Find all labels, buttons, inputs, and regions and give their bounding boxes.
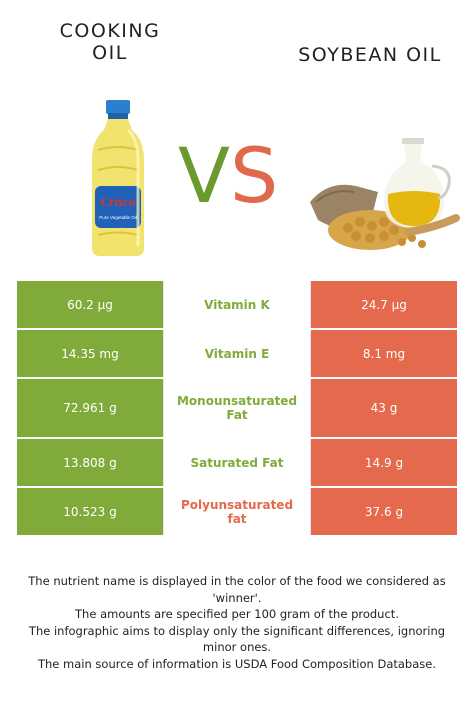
- nutrient-name: Saturated Fat: [163, 438, 311, 488]
- soybean-oil-image: [310, 138, 460, 250]
- bottle-label-text: Pure Vegetable Oil: [99, 215, 137, 220]
- left-title: COOKING OIL: [40, 20, 180, 64]
- cooking-oil-value: 13.808 g: [17, 438, 164, 488]
- nutrient-name: Monounsaturated Fat: [163, 378, 311, 439]
- footer-line: The nutrient name is displayed in the co…: [28, 574, 446, 605]
- nutrient-name: Polyunsaturated fat: [163, 487, 311, 537]
- table-row: 60.2 µg Vitamin K 24.7 µg: [17, 281, 457, 330]
- soybean-oil-value: 8.1 mg: [310, 329, 457, 379]
- footer-line: The main source of information is USDA F…: [37, 656, 436, 671]
- table-row: 13.808 g Saturated Fat 14.9 g: [17, 438, 457, 488]
- nutrient-name: Vitamin E: [163, 329, 311, 379]
- cooking-oil-value: 10.523 g: [17, 487, 164, 537]
- table-row: 72.961 g Monounsaturated Fat 43 g: [17, 378, 457, 439]
- bottle-cap: [106, 100, 130, 114]
- cooking-oil-bottle-image: Crisco Pure Vegetable Oil: [92, 100, 144, 256]
- left-title-line2: OIL: [92, 42, 128, 64]
- footer-line: The amounts are specified per 100 gram o…: [75, 607, 399, 621]
- comparison-table: 60.2 µg Vitamin K 24.7 µg 14.35 mg Vitam…: [17, 281, 457, 537]
- cooking-oil-value: 60.2 µg: [17, 281, 164, 330]
- left-title-line1: COOKING: [59, 20, 161, 42]
- vs-label: VS: [178, 136, 298, 216]
- vs-s: S: [230, 131, 279, 220]
- soybean-oil-value: 24.7 µg: [310, 281, 457, 330]
- bottle-logo-text: Crisco: [101, 194, 136, 209]
- table-row: 10.523 g Polyunsaturated fat 37.6 g: [17, 487, 457, 537]
- footer-line: The infographic aims to display only the…: [28, 623, 446, 655]
- table-row: 14.35 mg Vitamin E 8.1 mg: [17, 329, 457, 379]
- nutrient-name: Vitamin K: [163, 281, 311, 330]
- footer-notes: The nutrient name is displayed in the co…: [12, 573, 462, 672]
- soybean-oil-value: 37.6 g: [310, 487, 457, 537]
- cooking-oil-value: 14.35 mg: [17, 329, 164, 379]
- soybean-oil-value: 14.9 g: [310, 438, 457, 488]
- right-title: SOYBEAN OIL: [298, 44, 442, 66]
- vs-v: V: [178, 131, 230, 220]
- cooking-oil-value: 72.961 g: [17, 378, 164, 439]
- soybean-oil-value: 43 g: [310, 378, 457, 439]
